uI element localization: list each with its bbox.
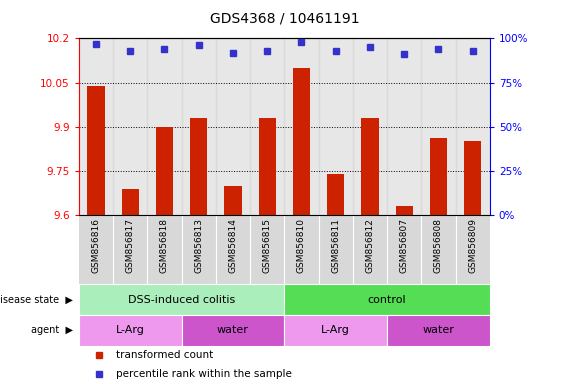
Bar [87, 86, 105, 215]
Bar [319, 38, 353, 215]
Text: control: control [368, 295, 406, 305]
Bar [216, 38, 250, 215]
Bar [387, 315, 490, 346]
Bar [79, 38, 113, 215]
Text: disease state  ▶: disease state ▶ [0, 295, 73, 305]
Bar [79, 284, 284, 315]
Text: GSM856810: GSM856810 [297, 218, 306, 273]
Text: GSM856812: GSM856812 [365, 218, 374, 273]
Bar [421, 38, 455, 215]
Text: water: water [422, 325, 454, 335]
Text: water: water [217, 325, 249, 335]
Text: L-Arg: L-Arg [321, 325, 350, 335]
Text: GSM856818: GSM856818 [160, 218, 169, 273]
Bar [148, 215, 181, 284]
Text: GSM856813: GSM856813 [194, 218, 203, 273]
Bar [181, 315, 284, 346]
Bar [79, 215, 113, 284]
Bar [190, 118, 207, 215]
Bar [156, 127, 173, 215]
Bar [284, 215, 319, 284]
Text: GSM856808: GSM856808 [434, 218, 443, 273]
Bar [258, 118, 276, 215]
Bar [284, 284, 490, 315]
Bar [464, 141, 481, 215]
Text: transformed count: transformed count [116, 350, 213, 360]
Text: GDS4368 / 10461191: GDS4368 / 10461191 [209, 12, 359, 25]
Bar [387, 215, 421, 284]
Bar [319, 215, 353, 284]
Bar [216, 215, 250, 284]
Text: GSM856807: GSM856807 [400, 218, 409, 273]
Bar [148, 38, 181, 215]
Text: GSM856817: GSM856817 [126, 218, 135, 273]
Bar [225, 185, 242, 215]
Text: GSM856814: GSM856814 [229, 218, 238, 273]
Text: agent  ▶: agent ▶ [31, 325, 73, 335]
Bar [284, 38, 319, 215]
Bar [455, 38, 490, 215]
Bar [122, 189, 138, 215]
Bar [250, 38, 284, 215]
Text: DSS-induced colitis: DSS-induced colitis [128, 295, 235, 305]
Bar [396, 206, 413, 215]
Bar [113, 215, 148, 284]
Bar [353, 215, 387, 284]
Text: GSM856811: GSM856811 [331, 218, 340, 273]
Bar [113, 38, 148, 215]
Bar [293, 68, 310, 215]
Bar [361, 118, 378, 215]
Bar [181, 215, 216, 284]
Text: GSM856816: GSM856816 [91, 218, 100, 273]
Bar [79, 315, 181, 346]
Bar [284, 315, 387, 346]
Text: L-Arg: L-Arg [116, 325, 145, 335]
Bar [387, 38, 421, 215]
Bar [455, 215, 490, 284]
Bar [250, 215, 284, 284]
Text: GSM856815: GSM856815 [263, 218, 272, 273]
Bar [353, 38, 387, 215]
Bar [327, 174, 344, 215]
Text: GSM856809: GSM856809 [468, 218, 477, 273]
Bar [430, 139, 447, 215]
Bar [181, 38, 216, 215]
Bar [421, 215, 455, 284]
Text: percentile rank within the sample: percentile rank within the sample [116, 369, 292, 379]
